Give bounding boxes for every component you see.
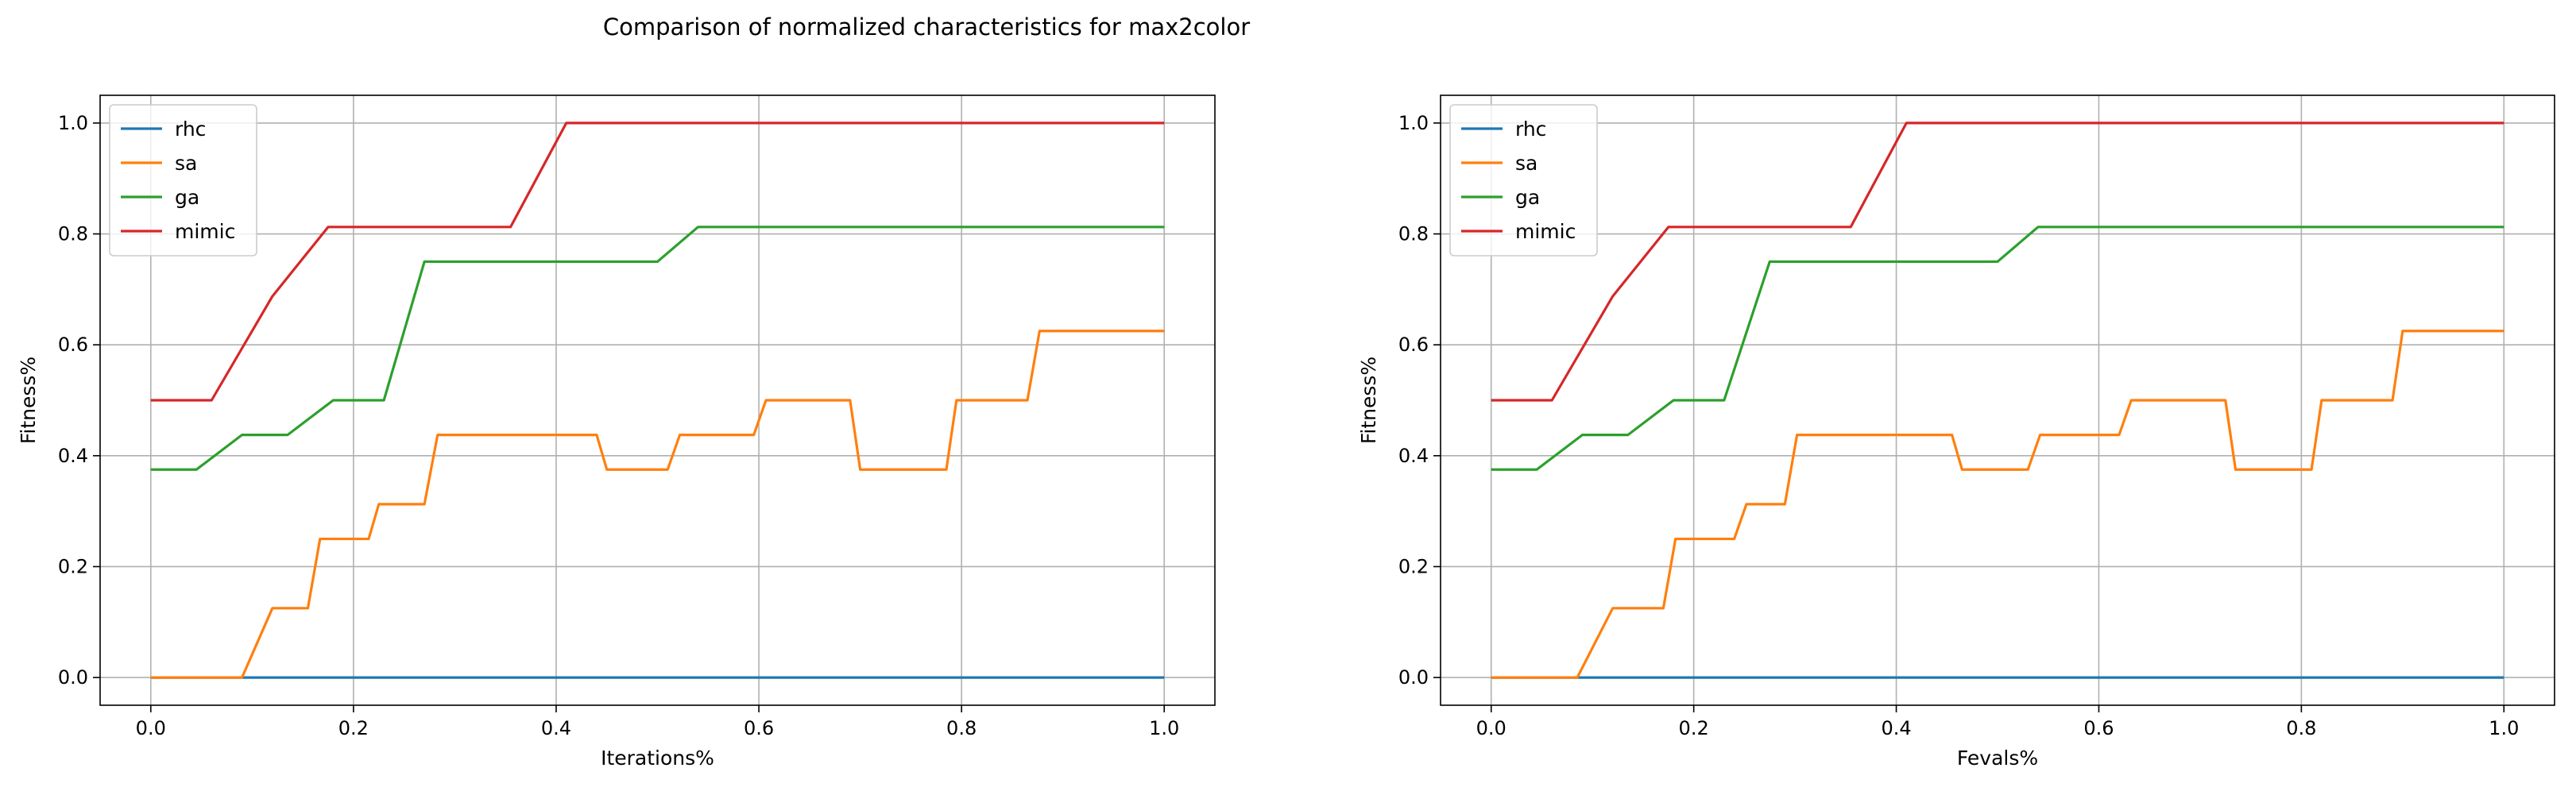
y-tick-label: 0.8: [1398, 223, 1429, 245]
y-tick-label: 0.0: [58, 666, 88, 689]
legend-label-rhc: rhc: [175, 118, 206, 141]
series-line-ga: [1491, 226, 2504, 471]
y-tick-label: 0.0: [1398, 666, 1429, 689]
x-tick-label: 0.6: [2083, 717, 2114, 739]
y-tick-label: 0.4: [1398, 445, 1429, 467]
figure-title: Comparison of normalized characteristics…: [603, 14, 1250, 41]
x-tick-label: 1.0: [2489, 717, 2519, 739]
x-tick-label: 0.2: [1679, 717, 1709, 739]
axes-frame: [1440, 95, 2555, 706]
x-tick-label: 0.0: [1476, 717, 1507, 739]
x-tick-label: 1.0: [1149, 717, 1179, 739]
legend-label-rhc: rhc: [1515, 118, 1546, 141]
y-tick-label: 0.2: [1398, 555, 1429, 577]
legend-label-ga: ga: [1515, 186, 1540, 209]
subplot-2: 0.0 0.2 0.4 0.6 0.8 1.0 0.0 0.2 0.4 0.6 0.8 1.0 Feva…: [1357, 95, 2555, 770]
legend-label-mimic: mimic: [175, 220, 235, 243]
y-tick-label: 0.6: [58, 334, 88, 356]
x-tick-label: 0.6: [744, 717, 774, 739]
y-tick-label: 0.2: [58, 555, 88, 577]
y-axis-label: Fitness%: [1357, 357, 1380, 444]
series-line-mimic: [1491, 122, 2504, 402]
series-line-mimic: [150, 122, 1165, 402]
x-tick-label: 0.0: [136, 717, 166, 739]
x-axis-label: Fevals%: [1957, 747, 2038, 770]
subplots: 0.0 0.2 0.4 0.6 0.8 1.0 0.0 0.2 0.4 0.6 0.8 1.0 Iter…: [17, 95, 2555, 770]
axes-frame: [99, 95, 1216, 706]
x-tick-label: 0.8: [2286, 717, 2316, 739]
legend-label-sa: sa: [175, 152, 197, 175]
x-axis-label: Iterations%: [601, 747, 714, 770]
y-tick-label: 0.8: [58, 223, 88, 245]
series-line-ga: [150, 226, 1165, 471]
legend-label-ga: ga: [175, 186, 199, 209]
y-tick-label: 1.0: [58, 112, 88, 134]
legend-label-sa: sa: [1515, 152, 1537, 175]
y-tick-label: 0.6: [1398, 334, 1429, 356]
series-line-sa: [1491, 330, 2504, 679]
x-tick-label: 0.8: [946, 717, 977, 739]
y-tick-label: 0.4: [58, 445, 88, 467]
x-tick-label: 0.2: [338, 717, 369, 739]
legend: rhc sa ga mimic: [1449, 104, 1598, 257]
y-tick-label: 1.0: [1398, 112, 1429, 134]
subplot-1: 0.0 0.2 0.4 0.6 0.8 1.0 0.0 0.2 0.4 0.6 0.8 1.0 Iter…: [17, 95, 1216, 770]
legend: rhc sa ga mimic: [109, 104, 257, 257]
x-tick-label: 0.4: [1881, 717, 1911, 739]
legend-label-mimic: mimic: [1515, 220, 1576, 243]
legend-frame: [109, 104, 257, 257]
y-axis-label: Fitness%: [17, 357, 40, 444]
series-line-sa: [150, 330, 1165, 679]
x-tick-label: 0.4: [541, 717, 571, 739]
legend-frame: [1449, 104, 1598, 257]
